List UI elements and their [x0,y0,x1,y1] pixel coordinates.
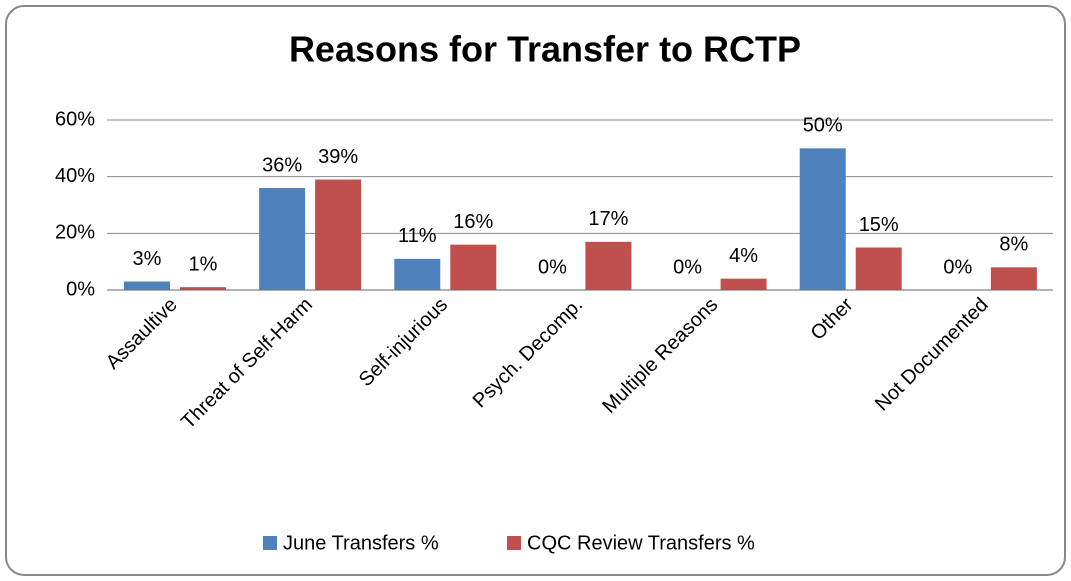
legend-label: June Transfers % [283,532,439,554]
data-label: 0% [673,256,702,278]
data-label: 0% [538,256,567,278]
data-label: 0% [943,256,972,278]
legend-label: CQC Review Transfers % [527,532,755,554]
y-tick-label: 60% [55,108,95,130]
bar [315,179,362,290]
bar [180,287,226,290]
y-tick-label: 20% [55,222,95,244]
bar [990,267,1037,290]
y-tick-label: 0% [66,278,95,300]
bar [394,258,441,290]
bar [585,241,632,290]
data-label: 4% [729,245,758,267]
data-label: 11% [398,225,437,247]
bar [450,244,497,290]
bar [124,281,170,290]
data-label: 15% [859,214,899,236]
y-tick-label: 40% [55,165,95,187]
data-label: 50% [803,115,843,137]
data-label: 16% [453,211,493,233]
data-label: 3% [133,248,162,270]
data-label: 36% [262,154,302,176]
bar [720,278,767,290]
data-label: 17% [588,208,628,230]
legend-swatch [507,536,521,550]
bar [855,247,902,290]
data-label: 1% [189,253,218,275]
legend-swatch [263,536,277,550]
data-label: 39% [318,146,358,168]
data-label: 8% [999,234,1028,256]
bar [799,148,846,290]
bar [259,188,306,290]
chart-title: Reasons for Transfer to RCTP [289,29,801,70]
